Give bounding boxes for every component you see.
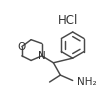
Text: O: O [18, 42, 26, 52]
Text: N: N [38, 51, 46, 61]
Text: HCl: HCl [58, 14, 78, 27]
Text: NH₂: NH₂ [76, 77, 96, 87]
